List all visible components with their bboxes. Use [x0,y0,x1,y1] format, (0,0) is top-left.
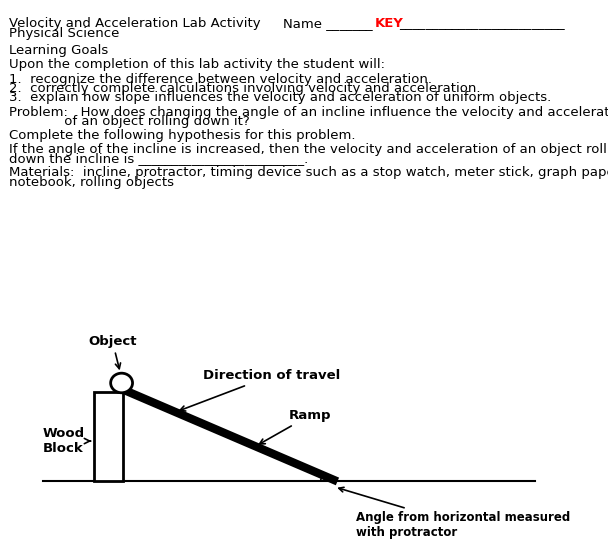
Text: 1.  recognize the difference between velocity and acceleration.: 1. recognize the difference between velo… [9,73,432,86]
Text: Angle from horizontal measured
with protractor: Angle from horizontal measured with prot… [339,487,570,539]
Circle shape [111,373,133,393]
Bar [94,392,123,481]
Text: of an object rolling down it?: of an object rolling down it? [9,115,250,128]
Text: Problem:   How does changing the angle of an incline influence the velocity and : Problem: How does changing the angle of … [9,106,608,119]
Text: Physical Science: Physical Science [9,27,120,40]
Text: Materials:  incline, protractor, timing device such as a stop watch, meter stick: Materials: incline, protractor, timing d… [9,166,608,180]
Text: down the incline is _________________________.: down the incline is ____________________… [9,152,308,165]
Text: _________________________: _________________________ [399,17,565,30]
Text: Upon the completion of this lab activity the student will:: Upon the completion of this lab activity… [9,58,385,71]
Text: 3.  explain how slope influences the velocity and acceleration of uniform object: 3. explain how slope influences the velo… [9,91,551,104]
Text: Velocity and Acceleration Lab Activity: Velocity and Acceleration Lab Activity [9,17,261,30]
Text: Wood
Block: Wood Block [43,427,91,455]
Text: Direction of travel: Direction of travel [180,369,340,411]
Text: Learning Goals: Learning Goals [9,44,108,57]
Text: KEY: KEY [375,17,404,30]
Text: 2.  correctly complete calculations involving velocity and acceleration.: 2. correctly complete calculations invol… [9,82,480,95]
Text: Ramp: Ramp [260,409,331,444]
Text: notebook, rolling objects: notebook, rolling objects [9,176,174,189]
Text: Object: Object [88,335,137,369]
Text: Complete the following hypothesis for this problem.: Complete the following hypothesis for th… [9,129,356,142]
Text: If the angle of the incline is increased, then the velocity and acceleration of : If the angle of the incline is increased… [9,143,608,156]
Text: Name _______: Name _______ [283,17,372,30]
